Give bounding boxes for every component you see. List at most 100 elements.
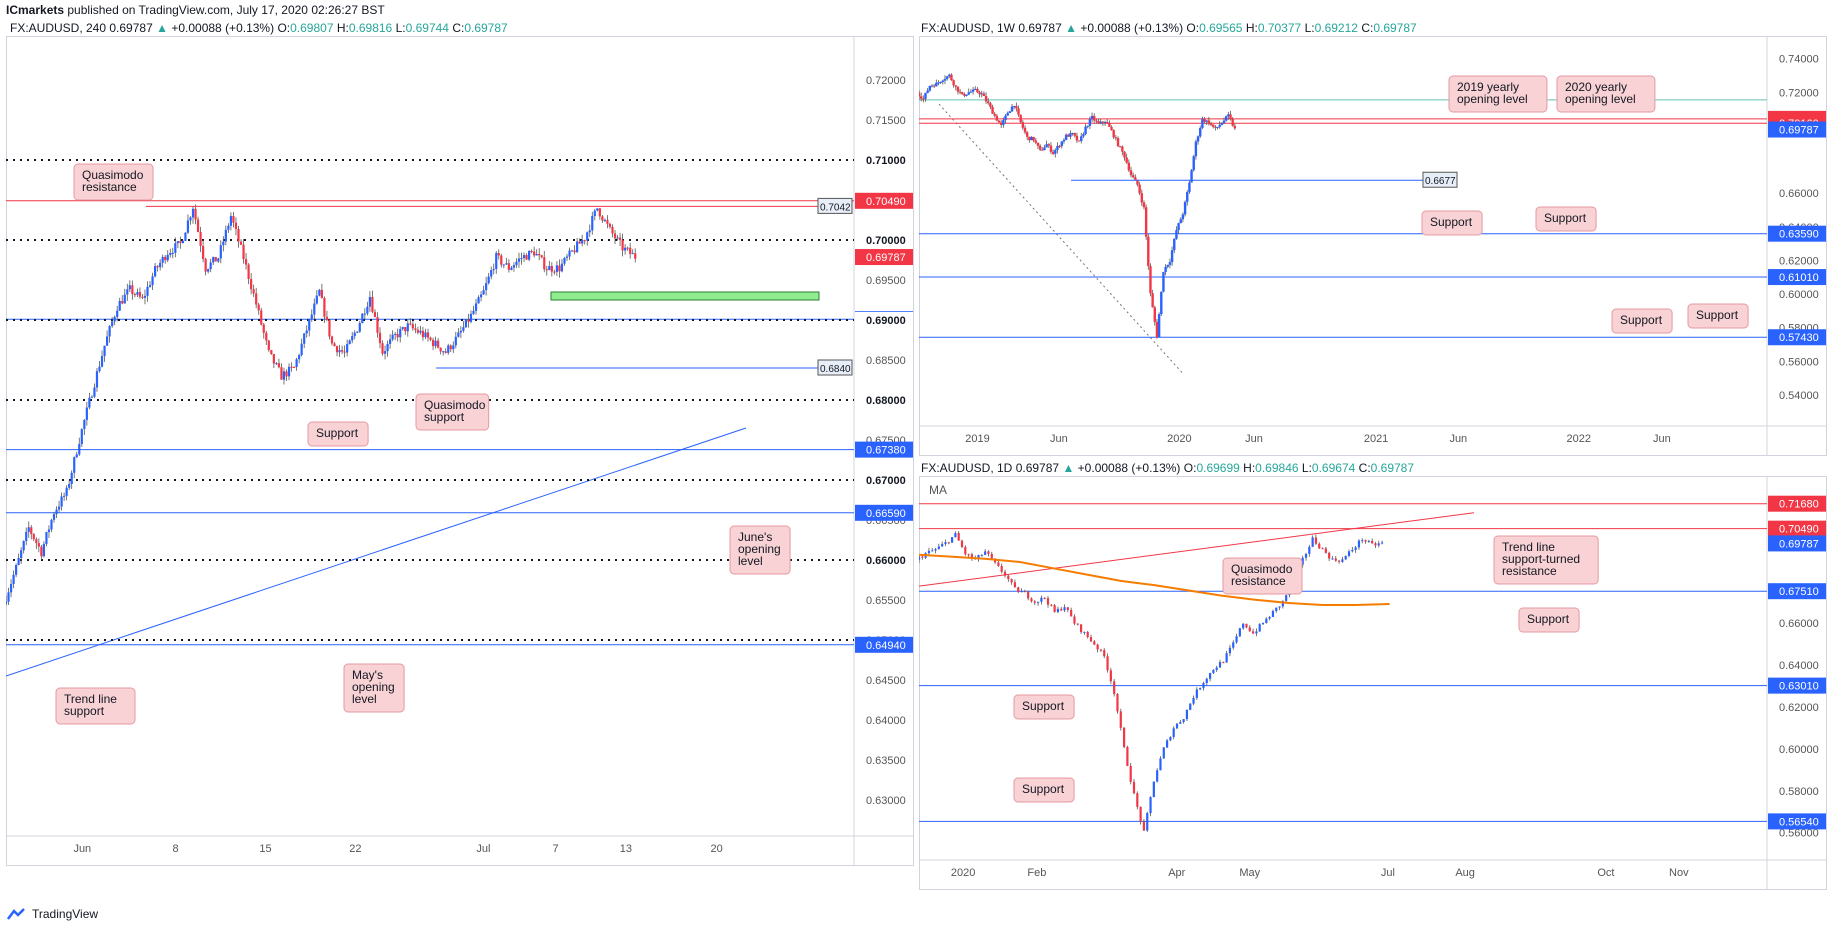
candle-body <box>40 546 43 557</box>
y-tick-label: 0.62000 <box>1779 255 1819 267</box>
left-chart-header: FX:AUDUSD, 240 0.69787 ▲ +0.00088 (+0.13… <box>10 21 508 35</box>
candle-body <box>419 330 422 333</box>
left-4h-chart[interactable]: 0.720000.715000.695000.685000.675000.665… <box>6 36 914 866</box>
candle-body <box>459 330 462 333</box>
candle-body <box>1318 543 1321 549</box>
topright-high: 0.70377 <box>1257 21 1302 35</box>
candle-body <box>1233 125 1237 129</box>
candle-body <box>1089 637 1093 642</box>
candle-body <box>485 283 488 291</box>
y-tick-label: 0.60000 <box>1779 744 1819 756</box>
candle-body <box>924 92 927 99</box>
y-tick-label: 0.64500 <box>866 675 906 687</box>
segment-label-6840: 0.6840 <box>820 364 851 375</box>
candle-body <box>1162 747 1165 759</box>
candle-body <box>517 258 521 262</box>
candle-body <box>1003 571 1007 576</box>
callout-trend-line-support-box <box>55 687 136 725</box>
candle-body <box>1179 219 1182 224</box>
price-label-text: 0.69787 <box>1779 538 1819 550</box>
candle-body <box>1205 678 1208 684</box>
candle-body <box>146 286 149 296</box>
callout-2019-yearly-opening-box <box>1448 75 1548 113</box>
candle-body <box>338 350 341 353</box>
candle-body <box>116 310 119 317</box>
candle-body <box>204 259 207 272</box>
candle-body <box>1142 821 1146 831</box>
candle-body <box>378 332 382 344</box>
candle-body <box>184 232 187 241</box>
candle-body <box>391 334 394 340</box>
topright-weekly-chart[interactable]: 0.740000.720000.660000.640000.620000.600… <box>919 36 1827 456</box>
callout-support-1-box <box>1421 210 1483 236</box>
footer-brand[interactable]: TradingView <box>32 907 99 921</box>
candle-body <box>527 250 531 260</box>
candle-body <box>353 332 356 337</box>
candle-body <box>1119 711 1122 728</box>
candle-body <box>363 313 366 315</box>
candle-body <box>1173 238 1176 251</box>
candle-body <box>265 332 268 341</box>
candle-body <box>191 208 195 218</box>
bottomright-daily-chart[interactable]: 0.66000 0.64000 0.62000 0.60000 0.58000 0.560… <box>919 476 1827 890</box>
candle-body <box>30 527 33 535</box>
segment-label-7042: 0.7042 <box>820 202 851 213</box>
candle-body <box>1093 641 1096 645</box>
candle-body <box>1127 162 1131 171</box>
callout-support-3: Support <box>1022 782 1065 796</box>
candle-body <box>560 263 564 272</box>
candle-body <box>1075 135 1079 141</box>
candle-body <box>922 98 925 100</box>
candle-body <box>1228 647 1232 654</box>
candle-body <box>606 219 609 224</box>
candle-body <box>340 350 344 352</box>
candle-body <box>1278 606 1281 608</box>
candle-body <box>1013 582 1017 588</box>
candle-body <box>1056 608 1060 613</box>
candle-body <box>943 78 947 81</box>
price-label-text: 0.67380 <box>866 445 906 457</box>
candle-body <box>1149 266 1152 294</box>
candle-body <box>530 250 533 252</box>
candle-body <box>68 483 71 488</box>
bottomright-low: 0.69674 <box>1311 461 1356 475</box>
candle-body <box>1008 111 1012 113</box>
candle-body <box>45 532 48 544</box>
candle-body <box>1229 114 1232 120</box>
callout-support-box <box>307 421 369 447</box>
candle-body <box>1099 121 1102 124</box>
candle-body <box>965 94 968 96</box>
candle-body <box>394 333 397 335</box>
candle-body <box>626 247 629 249</box>
candle-body <box>346 344 349 353</box>
candle-body <box>255 293 258 305</box>
price-label-text: 0.67510 <box>1779 586 1819 598</box>
x-tick-label: 13 <box>620 843 632 855</box>
candle-body <box>984 95 988 102</box>
candle-body <box>525 255 528 260</box>
candle-body <box>429 337 432 340</box>
candle-body <box>1118 146 1122 148</box>
candle-body <box>1019 114 1022 123</box>
candle-body <box>588 230 591 233</box>
candle-body <box>1070 609 1073 617</box>
candle-body <box>27 527 30 532</box>
candle-body <box>1088 119 1092 126</box>
candle-body <box>305 330 308 334</box>
candle-body <box>389 339 392 344</box>
candle-body <box>1131 175 1135 178</box>
callout-quasimodo-resistance-box <box>1222 557 1303 595</box>
candle-body <box>275 363 278 365</box>
candle-body <box>1188 182 1191 192</box>
callout-trend-line-support: Trend line support <box>64 692 117 718</box>
price-label-box <box>1768 677 1826 694</box>
candle-body <box>17 558 20 565</box>
candle-body <box>318 289 321 296</box>
candle-body <box>32 534 35 540</box>
candle-body <box>1049 145 1053 152</box>
candle-body <box>290 366 293 368</box>
candle-body <box>464 319 468 328</box>
candle-body <box>1265 618 1268 623</box>
candle-body <box>409 323 412 325</box>
callout-quasimodo-resistance-box <box>73 163 154 201</box>
